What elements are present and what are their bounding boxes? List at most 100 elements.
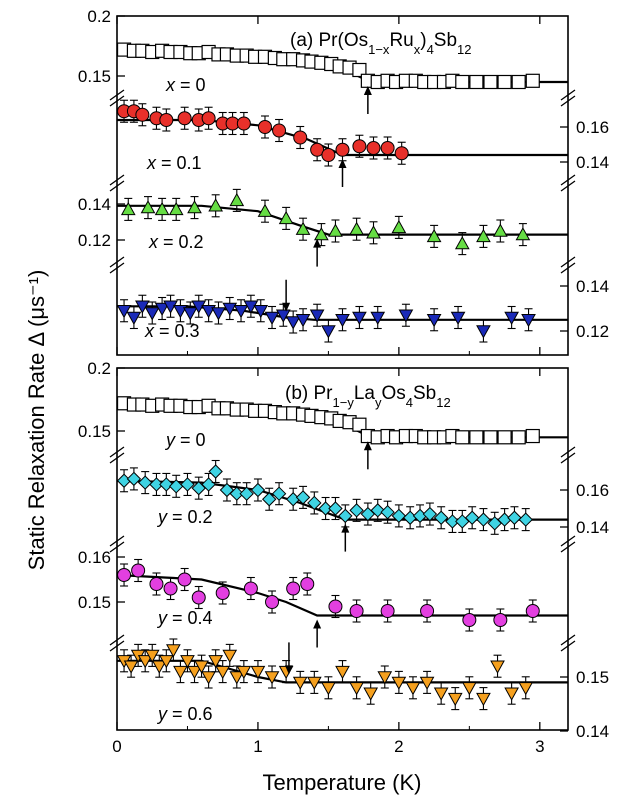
- panel-title-part: y: [375, 395, 382, 410]
- panel-b-ytick-left-label: 0.15: [78, 593, 111, 612]
- panel-b-break-right: [560, 535, 576, 553]
- panel-a-data-point: [208, 198, 224, 212]
- panel-b-break-right: [560, 634, 576, 652]
- panel-b-data-point: [445, 514, 460, 529]
- panel-b-data-point: [518, 682, 534, 696]
- panel-b-data-point: [262, 492, 277, 507]
- chart-frame: 0.2 0.15 0.14 0.12 0.16 0.14 0.14 0.12 0.2 0.15 0.…: [78, 7, 609, 756]
- series-value: = 0.1: [156, 153, 202, 173]
- panel-b-data-point: [525, 604, 540, 618]
- panel-b-data-point: [363, 687, 379, 701]
- panel-b-arrow-down-head: [284, 665, 293, 675]
- panel-b-series-label: y = 0: [164, 430, 206, 450]
- panel-a-data-point: [285, 316, 301, 330]
- panel-a-data-point: [398, 309, 414, 323]
- panel-b-data-point: [377, 671, 393, 685]
- x-tick-label: 0: [112, 737, 121, 756]
- panel-a-data-point: [257, 203, 273, 217]
- panel-b-data-point: [391, 508, 407, 524]
- panel-b-data-point: [180, 655, 195, 669]
- panel-a-series-label: x = 0.1: [146, 153, 202, 173]
- panel-a-break-left: [109, 256, 125, 274]
- panel-b-data-point: [126, 471, 142, 487]
- panel-b-data-point: [349, 604, 364, 618]
- panel-a-data-point: [257, 120, 272, 134]
- panel-b-data-point: [208, 655, 224, 669]
- panel-b-data-point: [464, 510, 480, 525]
- panel-b-ytick-right-label: 0.14: [576, 722, 609, 741]
- panel-b-data-point: [483, 430, 498, 445]
- panel-a-arrow-up-head: [313, 238, 322, 248]
- x-tick-label: 3: [535, 737, 544, 756]
- panel-a-data-point: [243, 300, 259, 314]
- panel-b-data-point: [137, 475, 153, 490]
- panel-b-data-point: [306, 676, 322, 690]
- panel-a-data-point: [293, 130, 308, 145]
- panel-a-data-point: [321, 148, 336, 162]
- panel-title-part: Sb: [434, 30, 457, 51]
- panel-a-data-point: [366, 225, 381, 239]
- panel-b-data-point: [321, 682, 336, 696]
- panel-a-data-point: [391, 219, 407, 234]
- series-value: = 0.2: [158, 232, 204, 252]
- panel-a-series-label: x = 0: [165, 75, 206, 95]
- panel-b-data-point: [352, 417, 367, 432]
- panel-b-break-right: [560, 446, 576, 464]
- panel-a-data-point: [154, 302, 170, 317]
- series-variable: x: [148, 232, 159, 252]
- panel-a-data-point: [201, 111, 216, 126]
- panel-b-data-point: [433, 510, 449, 525]
- panel-a-data-point: [116, 305, 132, 319]
- panel-b-data-point: [328, 599, 343, 614]
- panel-b-data-point: [504, 687, 519, 701]
- panel-a-data-point: [222, 302, 238, 317]
- panel-b-data-point: [462, 613, 477, 627]
- panel-a-data-point: [187, 200, 202, 214]
- panel-b-data-point: [490, 660, 505, 674]
- panel-a-data-point: [511, 74, 526, 90]
- panel-b-data-point: [191, 590, 206, 605]
- panel-title-part: ): [420, 30, 426, 51]
- panel-a-data-point: [177, 111, 192, 126]
- panel-b-data-point: [117, 568, 132, 582]
- panel-title-part: (a) Pr(Os: [290, 30, 368, 51]
- panel-b-ytick-right-label: 0.14: [576, 518, 609, 537]
- panel-a-data-point: [144, 307, 160, 321]
- panel-a-data-point: [455, 74, 470, 90]
- panel-title-part: Ru: [389, 30, 413, 51]
- panel-b-data-point: [349, 682, 364, 696]
- panel-title-part: (b) Pr: [285, 383, 333, 404]
- panel-a-ytick-right-label: 0.16: [576, 118, 609, 137]
- panel-b-arrow-up-head: [341, 523, 350, 533]
- series-variable: y: [156, 608, 168, 628]
- panel-b-data-point: [370, 503, 385, 518]
- series-value: = 0.3: [154, 321, 200, 341]
- panel-b-data-point: [159, 477, 174, 492]
- panel-a-data-point: [483, 74, 498, 90]
- panel-b-data-point: [349, 503, 364, 518]
- panel-b-break-left: [109, 634, 125, 652]
- panel-b-data-point: [455, 430, 470, 445]
- panel-b-ytick-left-label: 0.2: [87, 359, 111, 378]
- panel-b-data-point: [250, 665, 266, 680]
- panel-b-data-point: [295, 490, 311, 505]
- panel-b-data-point: [168, 479, 184, 494]
- panel-a-series-label: x = 0.3: [144, 321, 200, 341]
- panel-b-data-point: [265, 595, 280, 609]
- x-tick-label: 1: [253, 737, 262, 756]
- panel-a-data-point: [229, 192, 245, 207]
- panel-b-frame: [116, 367, 569, 731]
- panel-a-data-point: [278, 210, 294, 225]
- series-value: = 0.4: [167, 608, 213, 628]
- panel-a-data-point: [163, 300, 178, 314]
- panel-a-break-left: [109, 89, 125, 107]
- panel-a-ytick-right-label: 0.14: [576, 153, 609, 172]
- panel-b-series-label: y = 0.4: [156, 608, 213, 628]
- panel-b-data-point: [149, 577, 164, 591]
- panel-a-data-point: [272, 123, 287, 138]
- panel-a-data-point: [275, 309, 291, 323]
- panel-b-data-point: [476, 512, 491, 527]
- panel-b-data-point: [208, 464, 223, 479]
- panel-a-ytick-right-label: 0.14: [576, 277, 609, 296]
